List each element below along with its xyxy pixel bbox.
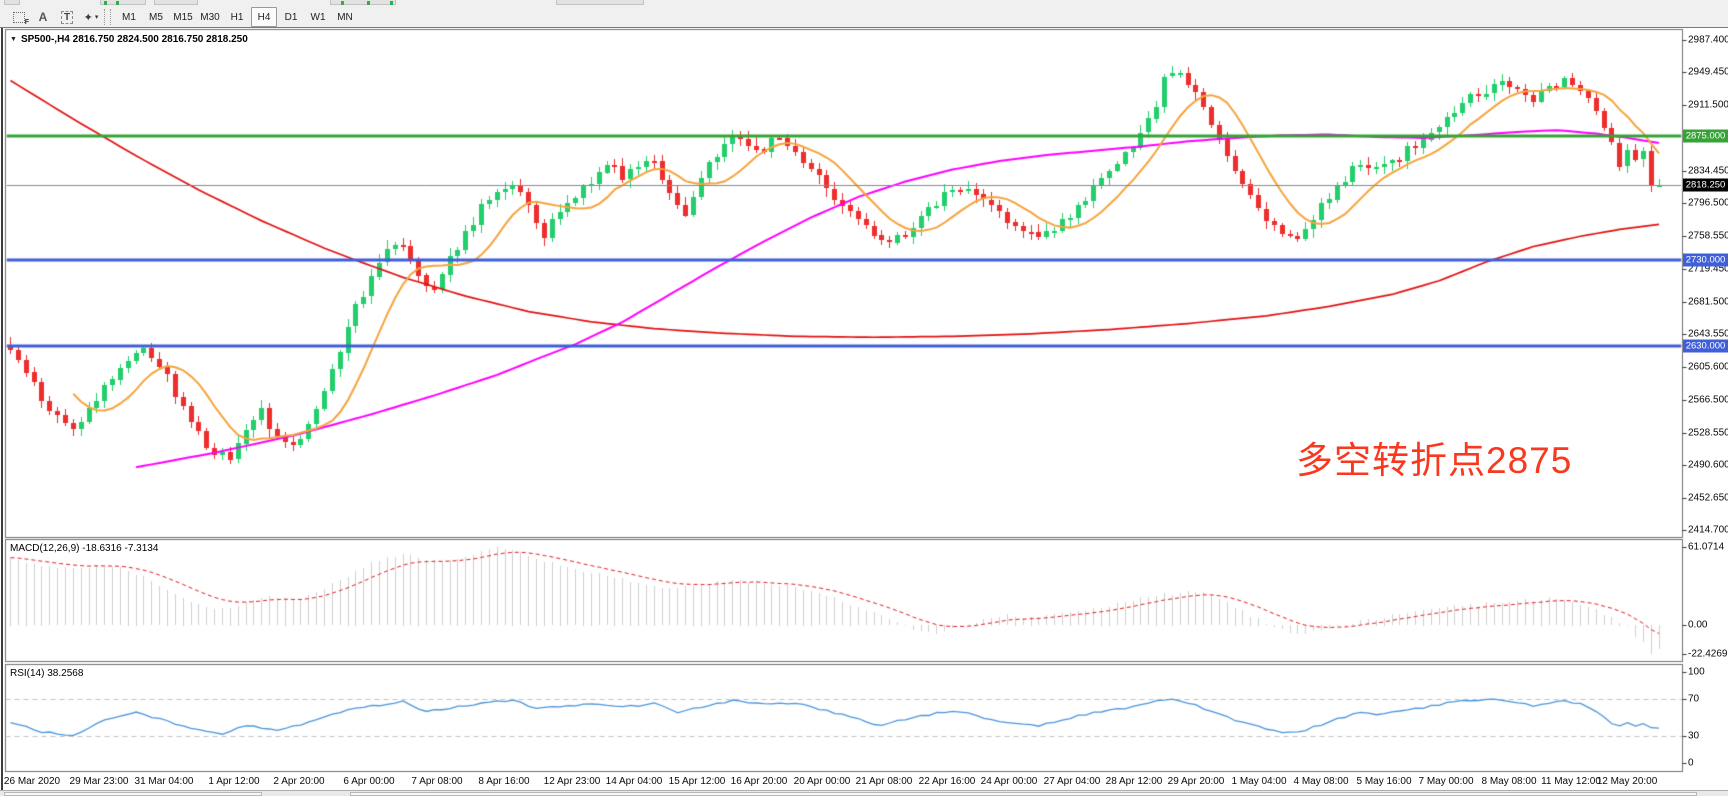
price-axis-tick: 2566.500 (1688, 394, 1728, 406)
time-axis-label: 27 Apr 04:00 (1043, 776, 1101, 787)
price-axis-tick: 2643.550 (1688, 328, 1728, 340)
time-axis-label: 1 May 04:00 (1231, 776, 1287, 787)
time-axis-label: 15 Apr 12:00 (668, 776, 726, 787)
price-axis-tick: 2987.400 (1688, 34, 1728, 46)
timeframe-button-m1[interactable]: M1 (122, 11, 136, 23)
price-axis-tick: 2719.450 (1688, 263, 1728, 275)
toolbar-main-row: F A T ✦ ▾ M1 M5 M15 M30 H1 H4 D1 W1 MN (0, 6, 1728, 28)
time-axis-label: 20 Apr 00:00 (793, 776, 851, 787)
price-axis-tick: 2681.500 (1688, 296, 1728, 308)
time-axis-label: 14 Apr 04:00 (605, 776, 663, 787)
arrows-tool-button[interactable]: ✦ ▾ (80, 7, 102, 27)
toolbar: F A T ✦ ▾ M1 M5 M15 M30 H1 H4 D1 W1 MN (0, 0, 1728, 28)
price-axis-tick: 2758.550 (1688, 230, 1728, 242)
chart-title: ▼ SP500-,H4 2816.750 2824.500 2816.750 28… (10, 34, 248, 45)
fibonacci-icon: F (13, 11, 29, 26)
price-axis-tick: 2490.600 (1688, 459, 1728, 471)
rsi-axis-tick: 100 (1688, 666, 1705, 678)
toolbar-clipped-row (0, 0, 1728, 6)
time-axis-label: 22 Apr 16:00 (918, 776, 976, 787)
time-axis-label: 28 Apr 12:00 (1105, 776, 1163, 787)
timeframe-button-w1[interactable]: W1 (310, 11, 326, 23)
chart-text-annotation: 多空转折点2875 (1296, 440, 1573, 481)
scrollbar-segment[interactable] (4, 792, 262, 796)
text-label-tool-button[interactable]: A (32, 7, 54, 27)
timeframe-button-mn[interactable]: MN (337, 11, 353, 23)
clipped-toolbar-icon (367, 1, 370, 5)
time-axis-label: 11 May 12:00 (1541, 776, 1601, 787)
price-axis-tick: 2949.450 (1688, 66, 1728, 78)
price-axis-tick: 2911.500 (1688, 99, 1728, 111)
clipped-toolbar-button (100, 0, 146, 5)
macd-indicator-label: MACD(12,26,9) -18.6316 -7.3134 (10, 543, 159, 554)
price-level-label: 2875.000 (1683, 129, 1728, 143)
price-axis-tick: 2528.550 (1688, 427, 1728, 439)
timeframe-button-m5[interactable]: M5 (149, 11, 163, 23)
text-icon: T (60, 10, 74, 24)
time-axis-label: 7 May 00:00 (1418, 776, 1474, 787)
rsi-axis-tick: 70 (1688, 693, 1700, 705)
clipped-toolbar-button (154, 0, 198, 5)
time-axis-label: 12 May 20:00 (1596, 776, 1658, 787)
chart-title-text: SP500-,H4 2816.750 2824.500 2816.750 281… (20, 34, 248, 45)
timeframe-button-m30[interactable]: M30 (200, 11, 220, 23)
timeframe-button-m15[interactable]: M15 (173, 11, 193, 23)
rsi-axis-tick: 0 (1688, 757, 1694, 769)
window-left-border (1, 28, 3, 796)
timeframe-toolbar: M1 M5 M15 M30 H1 H4 D1 W1 MN (116, 7, 359, 27)
fibonacci-tool-button[interactable]: F (8, 7, 30, 27)
clipped-toolbar-button (556, 0, 644, 5)
timeframe-button-h1[interactable]: H1 (230, 11, 244, 23)
price-axis-tick: 2796.500 (1688, 197, 1728, 209)
price-level-label: 2730.000 (1683, 253, 1728, 267)
clipped-toolbar-icon (390, 1, 393, 5)
timeframe-button-h4[interactable]: H4 (251, 7, 277, 27)
time-axis-label: 21 Apr 08:00 (855, 776, 913, 787)
price-axis-tick: 2834.450 (1688, 165, 1728, 177)
clipped-toolbar-button (4, 0, 20, 5)
price-level-label: 2818.250 (1683, 178, 1728, 192)
bottom-scrollbar (0, 790, 1728, 796)
time-axis-label: 7 Apr 08:00 (411, 776, 463, 787)
text-tool-button[interactable]: T (56, 7, 78, 27)
time-axis-label: 29 Apr 20:00 (1167, 776, 1225, 787)
arrows-icon: ✦ (83, 11, 93, 24)
toolbar-grip[interactable] (104, 9, 111, 25)
timeframe-button-d1[interactable]: D1 (284, 11, 298, 23)
clipped-toolbar-icon (116, 1, 119, 5)
price-axis-tick: 2452.650 (1688, 492, 1728, 504)
macd-axis-tick: 61.0714 (1688, 541, 1725, 553)
macd-axis-tick: 0.00 (1688, 619, 1708, 631)
clipped-toolbar-icon (104, 1, 107, 5)
chart-area: ▼ SP500-,H4 2816.750 2824.500 2816.750 28… (0, 28, 1728, 796)
chevron-down-icon: ▾ (94, 14, 99, 21)
price-axis-tick: 2605.600 (1688, 361, 1728, 373)
price-level-label: 2630.000 (1683, 339, 1728, 353)
time-axis-label: 4 May 08:00 (1293, 776, 1349, 787)
time-axis-label: 6 Apr 00:00 (343, 776, 395, 787)
time-axis-label: 2 Apr 20:00 (273, 776, 325, 787)
time-axis-label: 31 Mar 04:00 (134, 776, 194, 787)
time-axis-label: 29 Mar 23:00 (69, 776, 129, 787)
scrollbar-thumb[interactable] (350, 792, 1697, 796)
time-axis-label: 8 May 08:00 (1481, 776, 1537, 787)
time-axis-label: 1 Apr 12:00 (208, 776, 260, 787)
clipped-toolbar-button (330, 0, 396, 5)
time-axis-label: 24 Apr 00:00 (980, 776, 1038, 787)
rsi-indicator-label: RSI(14) 38.2568 (10, 668, 84, 679)
chart-collapse-icon[interactable]: ▼ (10, 36, 17, 43)
time-axis-label: 12 Apr 23:00 (543, 776, 601, 787)
price-axis-tick: 2414.700 (1688, 524, 1728, 536)
time-axis-label: 5 May 16:00 (1356, 776, 1412, 787)
time-axis-label: 8 Apr 16:00 (478, 776, 530, 787)
text-label-icon: A (38, 10, 48, 24)
chart-canvas[interactable] (0, 28, 1728, 796)
time-axis-label: 26 Mar 2020 (3, 776, 61, 787)
rsi-axis-tick: 30 (1688, 730, 1700, 742)
macd-axis-tick: -22.4269 (1688, 648, 1728, 660)
clipped-toolbar-icon (341, 1, 344, 5)
time-axis-label: 16 Apr 20:00 (730, 776, 788, 787)
